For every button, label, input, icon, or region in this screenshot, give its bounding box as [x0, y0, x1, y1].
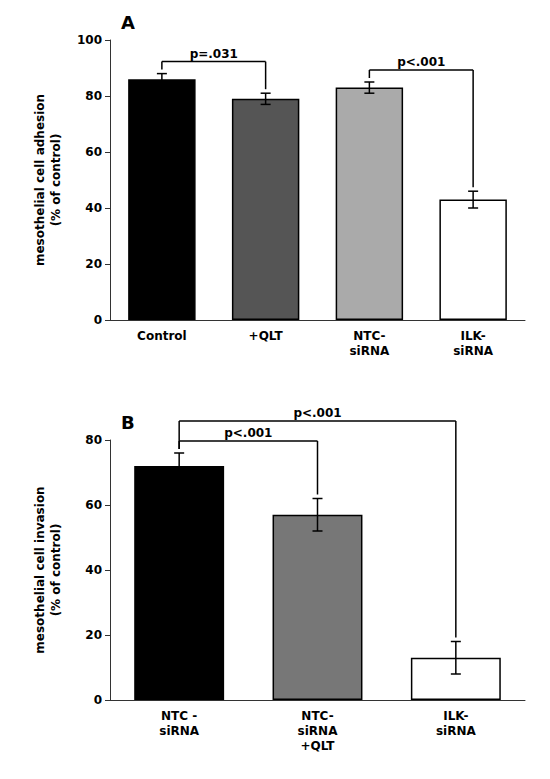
- svg-text:p<.001: p<.001: [224, 426, 272, 440]
- svg-text:NTC-: NTC-: [353, 329, 385, 343]
- svg-text:p<.001: p<.001: [293, 406, 341, 420]
- svg-text:NTC-: NTC-: [301, 709, 333, 723]
- svg-text:0: 0: [94, 693, 102, 707]
- svg-text:80: 80: [85, 433, 102, 447]
- svg-text:60: 60: [85, 145, 102, 159]
- svg-text:mesothelial cell invasion: mesothelial cell invasion: [33, 486, 47, 653]
- svg-text:ILK-: ILK-: [460, 329, 485, 343]
- svg-text:+QLT: +QLT: [300, 739, 335, 753]
- svg-text:siRNA: siRNA: [453, 344, 494, 358]
- svg-text:100: 100: [77, 33, 102, 47]
- svg-text:0: 0: [94, 313, 102, 327]
- svg-text:mesothelial cell adhesion: mesothelial cell adhesion: [33, 94, 47, 266]
- svg-text:+QLT: +QLT: [249, 329, 284, 343]
- svg-text:40: 40: [85, 563, 102, 577]
- svg-text:40: 40: [85, 201, 102, 215]
- svg-text:(% of control): (% of control): [49, 134, 63, 227]
- svg-text:(% of control): (% of control): [49, 524, 63, 617]
- svg-text:p=.031: p=.031: [190, 47, 238, 61]
- svg-text:60: 60: [85, 498, 102, 512]
- svg-text:ILK-: ILK-: [443, 709, 468, 723]
- svg-text:siRNA: siRNA: [159, 724, 200, 738]
- svg-text:NTC -: NTC -: [161, 709, 197, 723]
- svg-text:B: B: [121, 412, 135, 433]
- svg-text:80: 80: [85, 89, 102, 103]
- svg-text:siRNA: siRNA: [436, 724, 477, 738]
- svg-text:siRNA: siRNA: [298, 724, 339, 738]
- svg-text:A: A: [121, 12, 135, 33]
- svg-text:siRNA: siRNA: [349, 344, 390, 358]
- svg-text:20: 20: [85, 628, 102, 642]
- svg-text:Control: Control: [137, 329, 187, 343]
- svg-text:20: 20: [85, 257, 102, 271]
- svg-text:p<.001: p<.001: [397, 55, 445, 69]
